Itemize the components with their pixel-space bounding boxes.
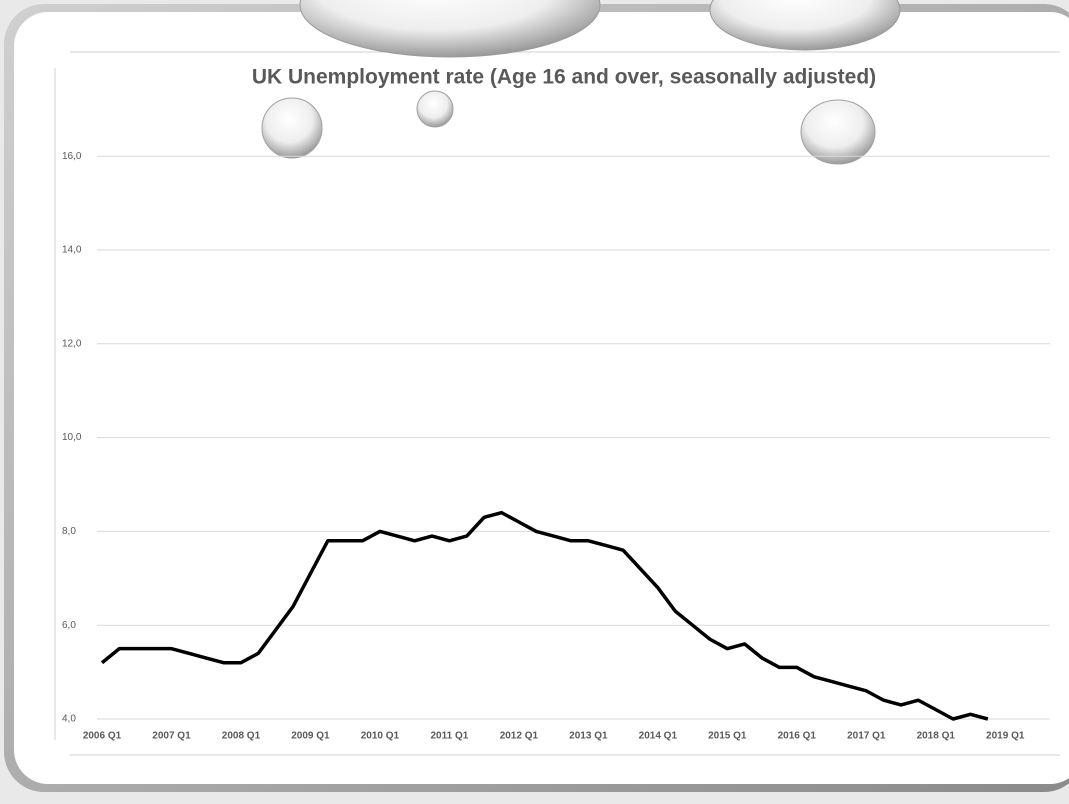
x-tick-label: 2013 Q1 xyxy=(569,731,608,742)
x-tick-label: 2017 Q1 xyxy=(847,731,886,742)
panel xyxy=(14,12,1069,784)
data-line xyxy=(100,510,989,721)
y-tick-label: 12,0 xyxy=(62,338,82,349)
x-tick-label: 2008 Q1 xyxy=(222,731,261,742)
x-tick-label: 2009 Q1 xyxy=(291,731,330,742)
y-tick-label: 8,0 xyxy=(62,526,76,537)
x-tick-label: 2015 Q1 xyxy=(708,731,747,742)
x-tick-label: 2019 Q1 xyxy=(986,731,1025,742)
water-drop xyxy=(800,99,876,165)
x-tick-label: 2012 Q1 xyxy=(500,731,539,742)
x-tick-label: 2010 Q1 xyxy=(361,731,400,742)
x-tick-label: 2007 Q1 xyxy=(152,731,191,742)
y-tick-label: 16,0 xyxy=(62,151,82,162)
y-tick-label: 10,0 xyxy=(62,432,82,443)
water-drop xyxy=(261,97,323,159)
water-drop xyxy=(416,90,454,128)
y-tick-label: 6,0 xyxy=(62,620,76,631)
water-drop xyxy=(709,0,901,51)
x-tick-label: 2006 Q1 xyxy=(83,731,122,742)
water-drop xyxy=(299,0,601,58)
x-tick-label: 2011 Q1 xyxy=(430,731,468,742)
x-tick-label: 2018 Q1 xyxy=(917,731,956,742)
x-tick-label: 2016 Q1 xyxy=(778,731,817,742)
y-tick-label: 14,0 xyxy=(62,245,82,256)
chart-title: UK Unemployment rate (Age 16 and over, s… xyxy=(252,66,876,89)
x-tick-label: 2014 Q1 xyxy=(639,731,678,742)
y-tick-label: 4,0 xyxy=(62,714,76,725)
